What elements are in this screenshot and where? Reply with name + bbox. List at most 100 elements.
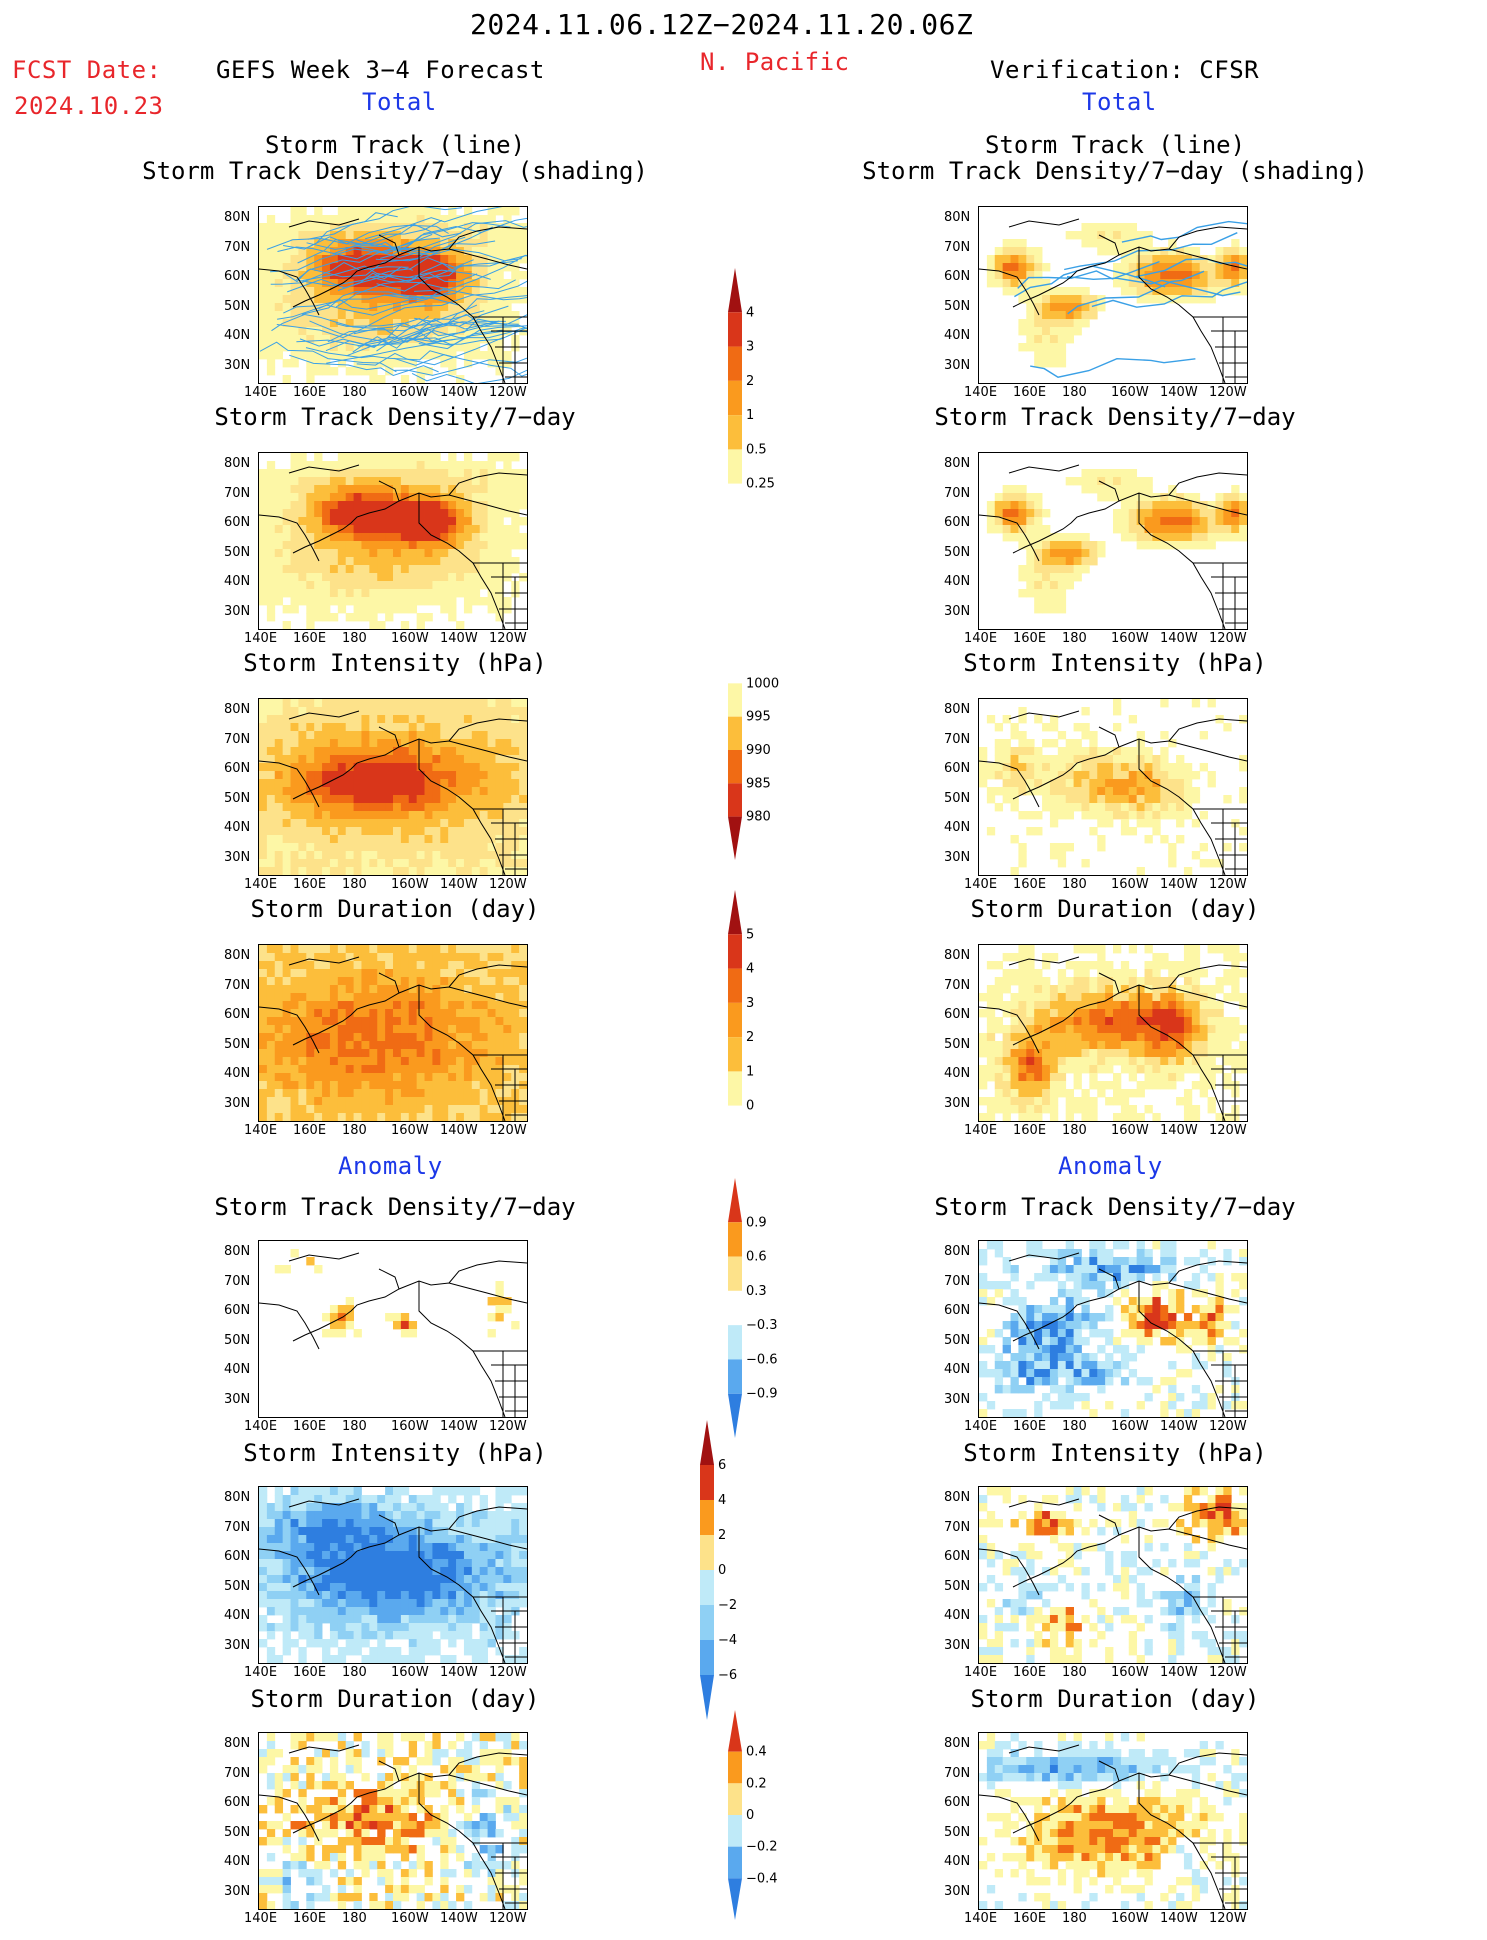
grid-cell (1081, 1041, 1089, 1049)
grid-cell (393, 699, 401, 707)
grid-cell (472, 215, 480, 223)
x-tick-label: 140W (1160, 631, 1198, 646)
grid-cell (291, 1081, 299, 1089)
grid-cell (979, 1345, 987, 1353)
grid-cell (267, 1057, 275, 1065)
grid-cell (1011, 1057, 1019, 1065)
grid-cell (267, 215, 275, 223)
grid-cell (1097, 985, 1105, 993)
grid-cell (519, 827, 527, 835)
grid-cell (1152, 819, 1160, 827)
grid-cell (275, 811, 283, 819)
grid-cell (1042, 1041, 1050, 1049)
grid-cell (440, 1009, 448, 1017)
x-tick-label: 140E (964, 1419, 997, 1434)
grid-cell (314, 1001, 322, 1009)
grid-cell (1050, 787, 1058, 795)
grid-cell (361, 1033, 369, 1041)
grid-cell (1066, 1041, 1074, 1049)
grid-cell (338, 699, 346, 707)
grid-cell (503, 1017, 511, 1025)
grid-cell (1018, 343, 1026, 351)
grid-cell (1050, 1297, 1058, 1305)
grid-cell (1208, 541, 1216, 549)
grid-cell (298, 985, 306, 993)
grid-cell (275, 803, 283, 811)
grid-cell (511, 811, 519, 819)
grid-cell (488, 541, 496, 549)
grid-cell (503, 565, 511, 573)
grid-cell (1137, 509, 1145, 517)
grid-cell (448, 859, 456, 867)
grid-cell (259, 1487, 267, 1495)
grid-cell (1081, 1393, 1089, 1401)
grid-cell (472, 1073, 480, 1081)
grid-cell (409, 771, 417, 779)
grid-cell (1081, 541, 1089, 549)
grid-cell (275, 581, 283, 589)
grid-cell (1066, 533, 1074, 541)
grid-cell (1192, 1041, 1200, 1049)
grid-cell (1215, 1313, 1223, 1321)
grid-cell (346, 493, 354, 501)
grid-cell (1089, 763, 1097, 771)
grid-cell (1105, 1041, 1113, 1049)
grid-cell (330, 597, 338, 605)
grid-cell (1208, 1305, 1216, 1313)
grid-cell (1097, 1369, 1105, 1377)
grid-cell (1152, 509, 1160, 517)
grid-cell (1018, 739, 1026, 747)
grid-cell (369, 469, 377, 477)
grid-cell (464, 485, 472, 493)
grid-cell (314, 1073, 322, 1081)
grid-cell (1018, 327, 1026, 335)
grid-cell (1129, 993, 1137, 1001)
grid-cell (338, 755, 346, 763)
grid-cell (338, 1057, 346, 1065)
grid-cell (1176, 271, 1184, 279)
grid-cell (1042, 303, 1050, 311)
grid-cell (330, 1041, 338, 1049)
grid-cell (1223, 1025, 1231, 1033)
grid-cell (1129, 1017, 1137, 1025)
grid-cell (1066, 1241, 1074, 1249)
grid-cell (1011, 263, 1019, 271)
grid-cell (1097, 945, 1105, 953)
grid-cell (306, 961, 314, 969)
grid-cell (1168, 1385, 1176, 1393)
grid-cell (425, 517, 433, 525)
grid-cell (283, 1081, 291, 1089)
grid-cell (409, 969, 417, 977)
grid-cell (425, 1495, 433, 1503)
grid-cell (511, 1017, 519, 1025)
grid-cell (306, 1057, 314, 1065)
grid-cell (1026, 573, 1034, 581)
grid-cell (1011, 1377, 1019, 1385)
grid-cell (1042, 581, 1050, 589)
grid-cell (1223, 945, 1231, 953)
grid-cell (338, 843, 346, 851)
grid-cell (338, 1329, 346, 1337)
grid-cell (432, 581, 440, 589)
grid-cell (425, 207, 433, 215)
grid-cell (1192, 1385, 1200, 1393)
grid-cell (519, 1057, 527, 1065)
grid-cell (480, 859, 488, 867)
grid-cell (385, 1495, 393, 1503)
grid-cell (306, 501, 314, 509)
grid-cell (330, 699, 338, 707)
grid-cell (1097, 247, 1105, 255)
grid-cell (987, 1097, 995, 1105)
grid-cell (456, 1033, 464, 1041)
grid-cell (1066, 961, 1074, 969)
grid-cell (275, 485, 283, 493)
grid-cell (432, 787, 440, 795)
grid-cell (409, 1113, 417, 1121)
grid-cell (409, 1033, 417, 1041)
grid-cell (409, 787, 417, 795)
grid-cell (361, 573, 369, 581)
grid-cell (267, 1025, 275, 1033)
grid-cell (1192, 1025, 1200, 1033)
grid-cell (409, 835, 417, 843)
grid-cell (425, 1073, 433, 1081)
